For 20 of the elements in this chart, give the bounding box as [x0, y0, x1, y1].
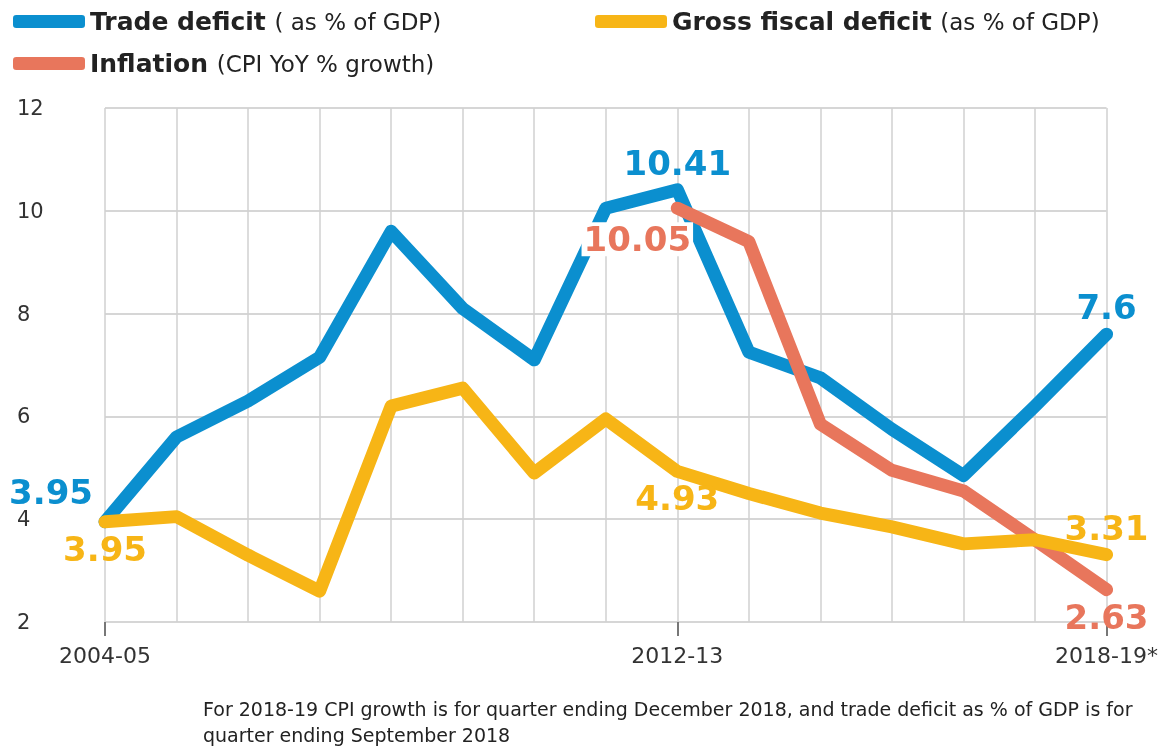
data-label: 7.6	[1076, 287, 1137, 328]
y-tick-label: 10	[17, 198, 44, 223]
y-tick-label: 8	[17, 301, 31, 326]
text: For 2018-19 CPI growth is for quarter ending December 2018, and trade deficit as % of GDP is for quarter ending September 2018	[203, 698, 1139, 746]
data-label: 3.95	[63, 528, 147, 569]
data-label: 10.05	[583, 219, 692, 260]
data-label: 2.63	[1064, 596, 1149, 637]
x-tick-label: 2012-13	[631, 642, 724, 668]
y-tick-label: 4	[17, 507, 31, 532]
x-tick-label: 2004-05	[59, 642, 151, 668]
data-label: 4.93	[635, 478, 720, 519]
y-tick-label: 12	[17, 96, 44, 120]
data-label: 10.41	[623, 142, 732, 183]
legend-label: Trade deficit ( as % of GDP)	[90, 7, 442, 36]
legend-label: Inflation (CPI YoY % growth)	[90, 49, 435, 78]
data-label: 3.31	[1064, 507, 1149, 548]
y-tick-label: 6	[17, 404, 31, 429]
legend-label: Gross fiscal deficit (as % of GDP)	[672, 7, 1100, 36]
x-tick-label: 2018-19*	[1055, 642, 1158, 668]
y-tick-label: 2	[17, 610, 31, 634]
